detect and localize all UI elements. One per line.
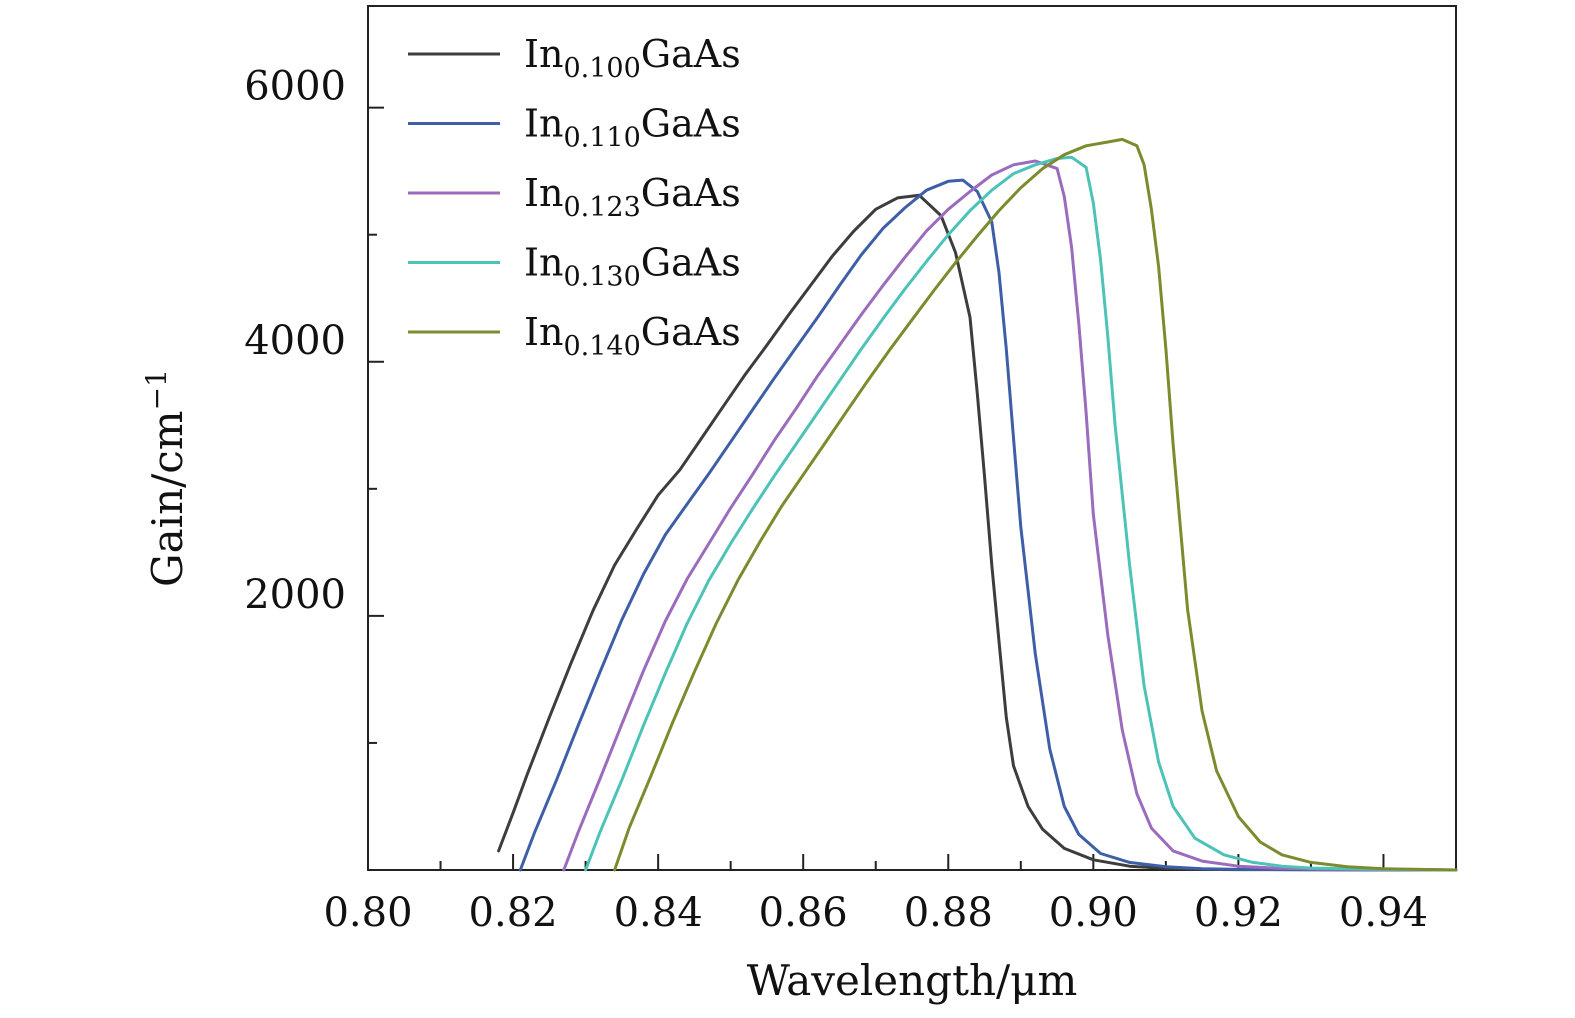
- legend-label: In0.130GaAs: [524, 241, 741, 293]
- y-axis-title-superscript: −1: [140, 369, 173, 410]
- legend-label: In0.140GaAs: [524, 310, 741, 362]
- legend-label-tail: GaAs: [641, 241, 741, 285]
- legend-label: In0.100GaAs: [524, 32, 741, 84]
- series-line-0-123: [562, 159, 1458, 872]
- legend-item: In0.100GaAs: [408, 32, 741, 84]
- y-tick-label: 2000: [244, 572, 346, 618]
- legend-label-subscript: 0.100: [563, 53, 640, 84]
- legend-label: In0.123GaAs: [524, 171, 741, 223]
- series-line-0-130: [584, 155, 1458, 872]
- legend-label-base: In: [524, 171, 563, 215]
- legend-item: In0.110GaAs: [408, 102, 741, 154]
- x-axis: 0.80 0.82 0.84 0.86 0.88 0.90 0.92 0.94: [323, 854, 1428, 936]
- y-axis: 2000 4000 6000: [244, 64, 384, 744]
- legend: In0.100GaAsIn0.110GaAsIn0.123GaAsIn0.130…: [408, 32, 741, 362]
- legend-label-base: In: [524, 310, 563, 354]
- legend-item: In0.140GaAs: [408, 310, 741, 362]
- legend-label-base: In: [524, 32, 563, 76]
- x-tick-label: 0.90: [1049, 890, 1138, 936]
- legend-label-base: In: [524, 241, 563, 285]
- legend-label-subscript: 0.130: [563, 262, 640, 293]
- legend-label-subscript: 0.123: [563, 192, 640, 223]
- legend-label-tail: GaAs: [641, 171, 741, 215]
- plot-frame: [367, 5, 1457, 871]
- x-tick-label: 0.94: [1339, 890, 1428, 936]
- legend-label-tail: GaAs: [641, 32, 741, 76]
- legend-label-subscript: 0.140: [563, 331, 640, 362]
- series-line-0-110: [518, 178, 1458, 872]
- y-tick-label: 6000: [244, 64, 346, 110]
- x-tick-label: 0.92: [1194, 890, 1283, 936]
- x-tick-label: 0.86: [759, 890, 848, 936]
- x-tick-label: 0.80: [323, 890, 412, 936]
- series-line-0-100: [497, 193, 1458, 872]
- plot-area: [367, 5, 1457, 871]
- legend-item: In0.130GaAs: [408, 241, 741, 293]
- x-tick-label: 0.84: [614, 890, 703, 936]
- legend-label-tail: GaAs: [641, 102, 741, 146]
- legend-label: In0.110GaAs: [524, 102, 741, 154]
- x-tick-label: 0.88: [904, 890, 993, 936]
- y-axis-title: Gain/cm−1: [140, 369, 192, 587]
- legend-label-tail: GaAs: [641, 310, 741, 354]
- x-tick-label: 0.82: [469, 890, 558, 936]
- y-tick-label: 4000: [244, 318, 346, 364]
- x-axis-title: Wavelength/μm: [747, 956, 1078, 1005]
- series-group: [497, 137, 1458, 872]
- y-axis-title-text: Gain/cm: [143, 410, 192, 587]
- legend-label-base: In: [524, 102, 563, 146]
- legend-item: In0.123GaAs: [408, 171, 741, 223]
- series-line-0-140: [613, 137, 1458, 872]
- legend-label-subscript: 0.110: [563, 123, 640, 154]
